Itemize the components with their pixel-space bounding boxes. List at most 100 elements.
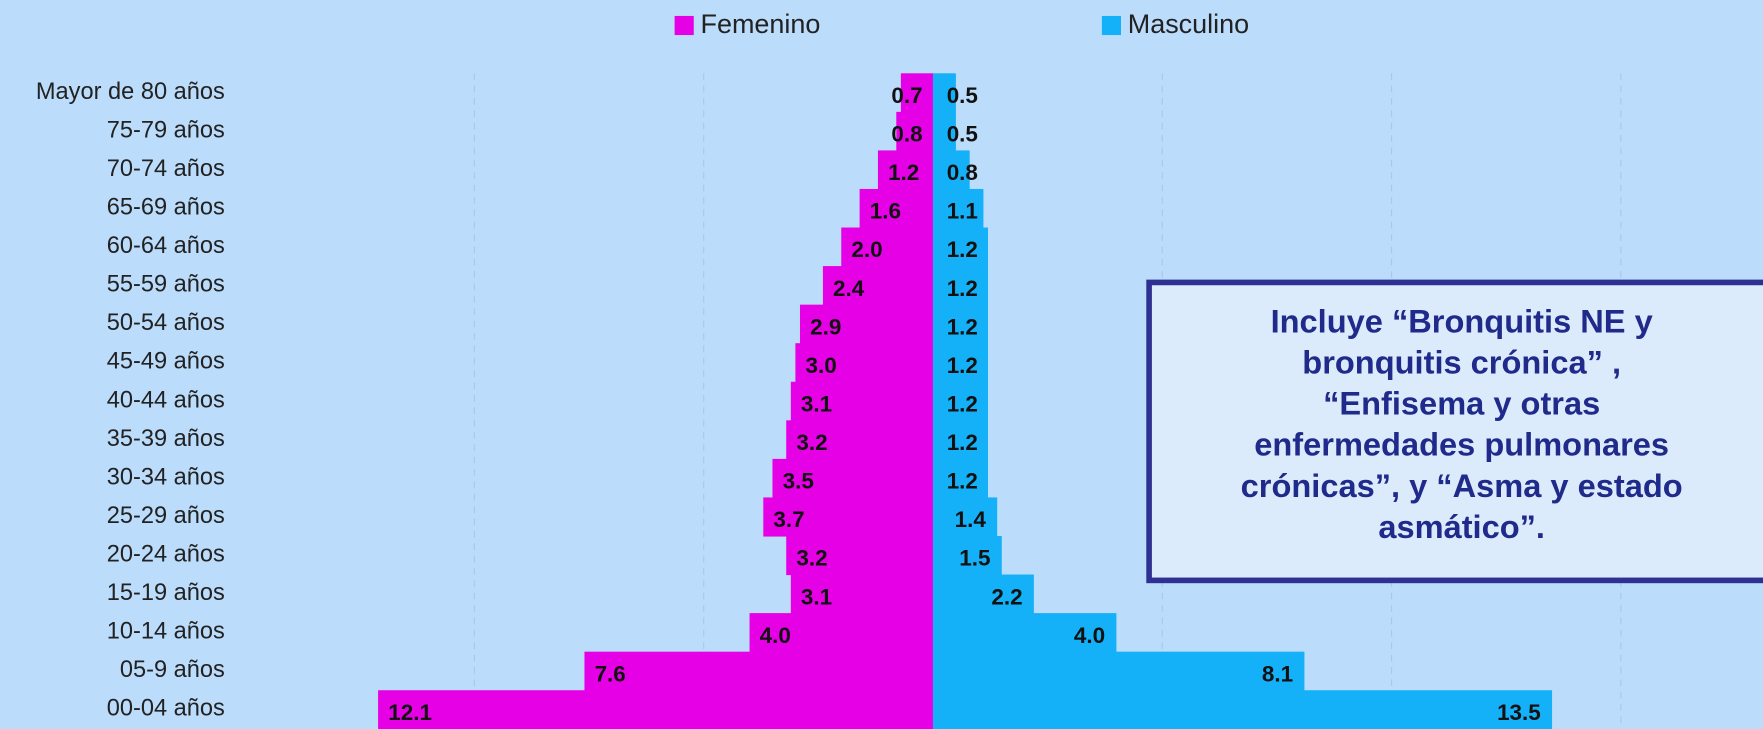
value-label: 0.7 bbox=[891, 83, 922, 108]
bar bbox=[763, 497, 933, 537]
value-label: 1.2 bbox=[947, 276, 978, 301]
value-label: 1.2 bbox=[947, 237, 978, 262]
value-label: 1.2 bbox=[888, 160, 919, 185]
annotation: Incluye “Bronquitis NE y bronquitis cróni… bbox=[1241, 303, 1683, 545]
y-tick-label: Mayor de 80 años bbox=[36, 79, 225, 105]
value-label: 2.9 bbox=[810, 314, 841, 339]
bars bbox=[378, 73, 1553, 729]
annotation-line: “Enfisema y otras bbox=[1323, 385, 1600, 422]
bar bbox=[932, 420, 989, 460]
bar bbox=[790, 381, 933, 421]
bar bbox=[786, 420, 933, 460]
bar bbox=[932, 613, 1117, 653]
y-tick-label: 35-39 años bbox=[107, 426, 225, 452]
bar bbox=[932, 227, 989, 267]
value-label: 3.1 bbox=[801, 584, 832, 609]
bar bbox=[932, 381, 989, 421]
value-label: 13.5 bbox=[1497, 700, 1541, 725]
value-label: 3.0 bbox=[806, 353, 837, 378]
value-label: 2.0 bbox=[851, 237, 882, 262]
value-label: 3.2 bbox=[796, 546, 827, 571]
annotation-box bbox=[1146, 279, 1763, 584]
bar bbox=[795, 343, 933, 383]
y-tick-label: 75-79 años bbox=[107, 117, 225, 143]
bar bbox=[932, 266, 989, 306]
y-tick-label: 10-14 años bbox=[107, 619, 225, 645]
y-tick-label: 25-29 años bbox=[107, 503, 225, 529]
value-label: 0.5 bbox=[947, 83, 978, 108]
value-label: 3.5 bbox=[783, 469, 814, 494]
y-tick-label: 65-69 años bbox=[107, 194, 225, 220]
y-tick-label: 45-49 años bbox=[107, 349, 225, 375]
bar bbox=[799, 304, 933, 344]
bar bbox=[932, 574, 1034, 614]
value-label: 1.1 bbox=[947, 199, 978, 224]
value-label: 3.7 bbox=[773, 507, 804, 532]
y-tick-label: 30-34 años bbox=[107, 464, 225, 490]
bar bbox=[790, 574, 933, 614]
value-label: 2.4 bbox=[833, 276, 865, 301]
y-tick-label: 70-74 años bbox=[107, 156, 225, 182]
bar bbox=[932, 304, 989, 344]
value-label: 3.1 bbox=[801, 391, 832, 416]
y-tick-label: 50-54 años bbox=[107, 310, 225, 336]
bar bbox=[859, 188, 933, 229]
value-label: 0.5 bbox=[947, 122, 978, 147]
bar bbox=[932, 343, 989, 383]
value-label: 0.8 bbox=[891, 122, 922, 147]
labels: Mayor de 80 años 75-79 años 70-74 años 65-6… bbox=[36, 79, 1541, 725]
legend: Femenino Masculino bbox=[674, 9, 1249, 39]
value-label: 1.2 bbox=[947, 469, 978, 494]
annotation-line: asmático”. bbox=[1378, 508, 1545, 545]
bar bbox=[932, 497, 998, 537]
legend-label: Femenino bbox=[700, 9, 820, 39]
y-tick-label: 40-44 años bbox=[107, 387, 225, 413]
bar bbox=[749, 613, 933, 653]
y-tick-label: 20-24 años bbox=[107, 542, 225, 568]
value-label: 1.2 bbox=[947, 430, 978, 455]
legend-swatch bbox=[674, 15, 694, 36]
value-label: 12.1 bbox=[388, 700, 432, 725]
value-label: 8.1 bbox=[1262, 661, 1293, 686]
bar bbox=[822, 266, 933, 306]
value-label: 1.6 bbox=[870, 199, 901, 224]
y-tick-label: 05-9 años bbox=[120, 657, 225, 683]
bar bbox=[772, 458, 933, 499]
annotation-line: enfermedades pulmonares bbox=[1254, 426, 1669, 463]
bar bbox=[877, 150, 933, 190]
value-label: 1.4 bbox=[955, 507, 987, 532]
value-label: 2.2 bbox=[991, 584, 1022, 609]
legend-swatch bbox=[1101, 15, 1121, 36]
bar bbox=[584, 651, 933, 691]
y-tick-label: 15-19 años bbox=[107, 580, 225, 606]
bar bbox=[896, 111, 933, 151]
y-tick-label: 00-04 años bbox=[107, 696, 225, 722]
legend-label: Masculino bbox=[1128, 9, 1249, 39]
bar bbox=[932, 111, 956, 151]
bar bbox=[900, 73, 933, 113]
annotation-line: Incluye “Bronquitis NE y bbox=[1271, 303, 1653, 340]
bar bbox=[932, 458, 989, 499]
value-label: 1.2 bbox=[947, 391, 978, 416]
value-label: 1.2 bbox=[947, 314, 978, 339]
bar bbox=[932, 690, 1553, 729]
bar bbox=[841, 227, 933, 267]
value-label: 4.0 bbox=[1074, 623, 1105, 648]
value-label: 1.2 bbox=[947, 353, 978, 378]
value-label: 3.2 bbox=[796, 430, 827, 455]
bar bbox=[932, 535, 1002, 576]
value-label: 7.6 bbox=[595, 661, 626, 686]
bar bbox=[786, 535, 933, 576]
bar bbox=[932, 150, 970, 190]
value-label: 0.8 bbox=[947, 160, 978, 185]
bar bbox=[378, 690, 933, 729]
value-label: 4.0 bbox=[760, 623, 791, 648]
annotation-line: crónicas”, y “Asma y estado bbox=[1241, 467, 1683, 504]
y-tick-label: 60-64 años bbox=[107, 233, 225, 259]
value-label: 1.5 bbox=[959, 546, 990, 571]
annotation-line: bronquitis crónica” , bbox=[1302, 344, 1621, 381]
y-tick-label: 55-59 años bbox=[107, 272, 225, 298]
bar bbox=[932, 651, 1305, 691]
